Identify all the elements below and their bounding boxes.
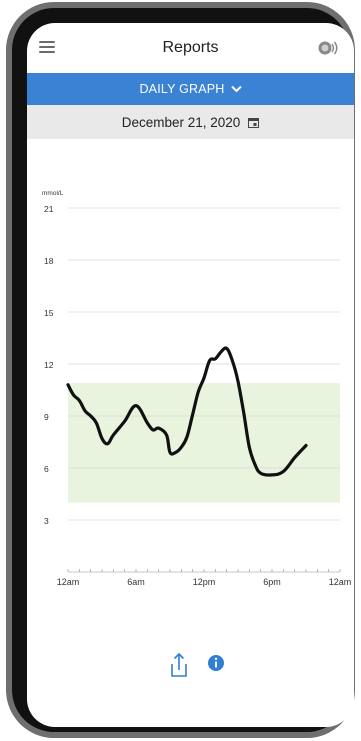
selected-date: December 21, 2020 xyxy=(121,114,241,130)
report-type-label: DAILY GRAPH xyxy=(139,82,225,96)
info-icon[interactable] xyxy=(208,655,224,671)
hamburger-menu-icon[interactable] xyxy=(39,41,55,53)
x-tick-label: 12pm xyxy=(193,577,216,587)
date-selector[interactable]: December 21, 2020 xyxy=(27,105,354,139)
y-axis-label: mmol/L xyxy=(42,190,64,197)
share-icon[interactable] xyxy=(171,652,187,677)
y-tick-label: 21 xyxy=(44,204,54,214)
y-tick-label: 6 xyxy=(44,464,49,474)
y-tick-label: 12 xyxy=(44,360,54,370)
chevron-down-icon xyxy=(230,85,242,93)
calendar-icon[interactable] xyxy=(248,117,260,128)
glucose-trace-line xyxy=(66,346,308,477)
x-tick-label: 12am xyxy=(57,577,80,587)
y-tick-label: 9 xyxy=(44,412,49,422)
page-title: Reports xyxy=(162,39,219,56)
app-screen: Reports DAILY GRAPH December 21, 2020 xyxy=(27,23,354,727)
report-type-dropdown[interactable]: DAILY GRAPH xyxy=(27,73,354,105)
x-tick-label: 12am xyxy=(329,577,352,587)
target-range-band xyxy=(68,383,340,503)
y-tick-label: 3 xyxy=(44,516,49,526)
x-tick-label: 6am xyxy=(127,577,145,587)
x-tick-label: 6pm xyxy=(263,577,281,587)
y-tick-label: 18 xyxy=(44,256,54,266)
top-bar: Reports xyxy=(27,23,354,73)
sensor-icon[interactable] xyxy=(318,40,338,56)
y-tick-label: 15 xyxy=(44,308,54,318)
